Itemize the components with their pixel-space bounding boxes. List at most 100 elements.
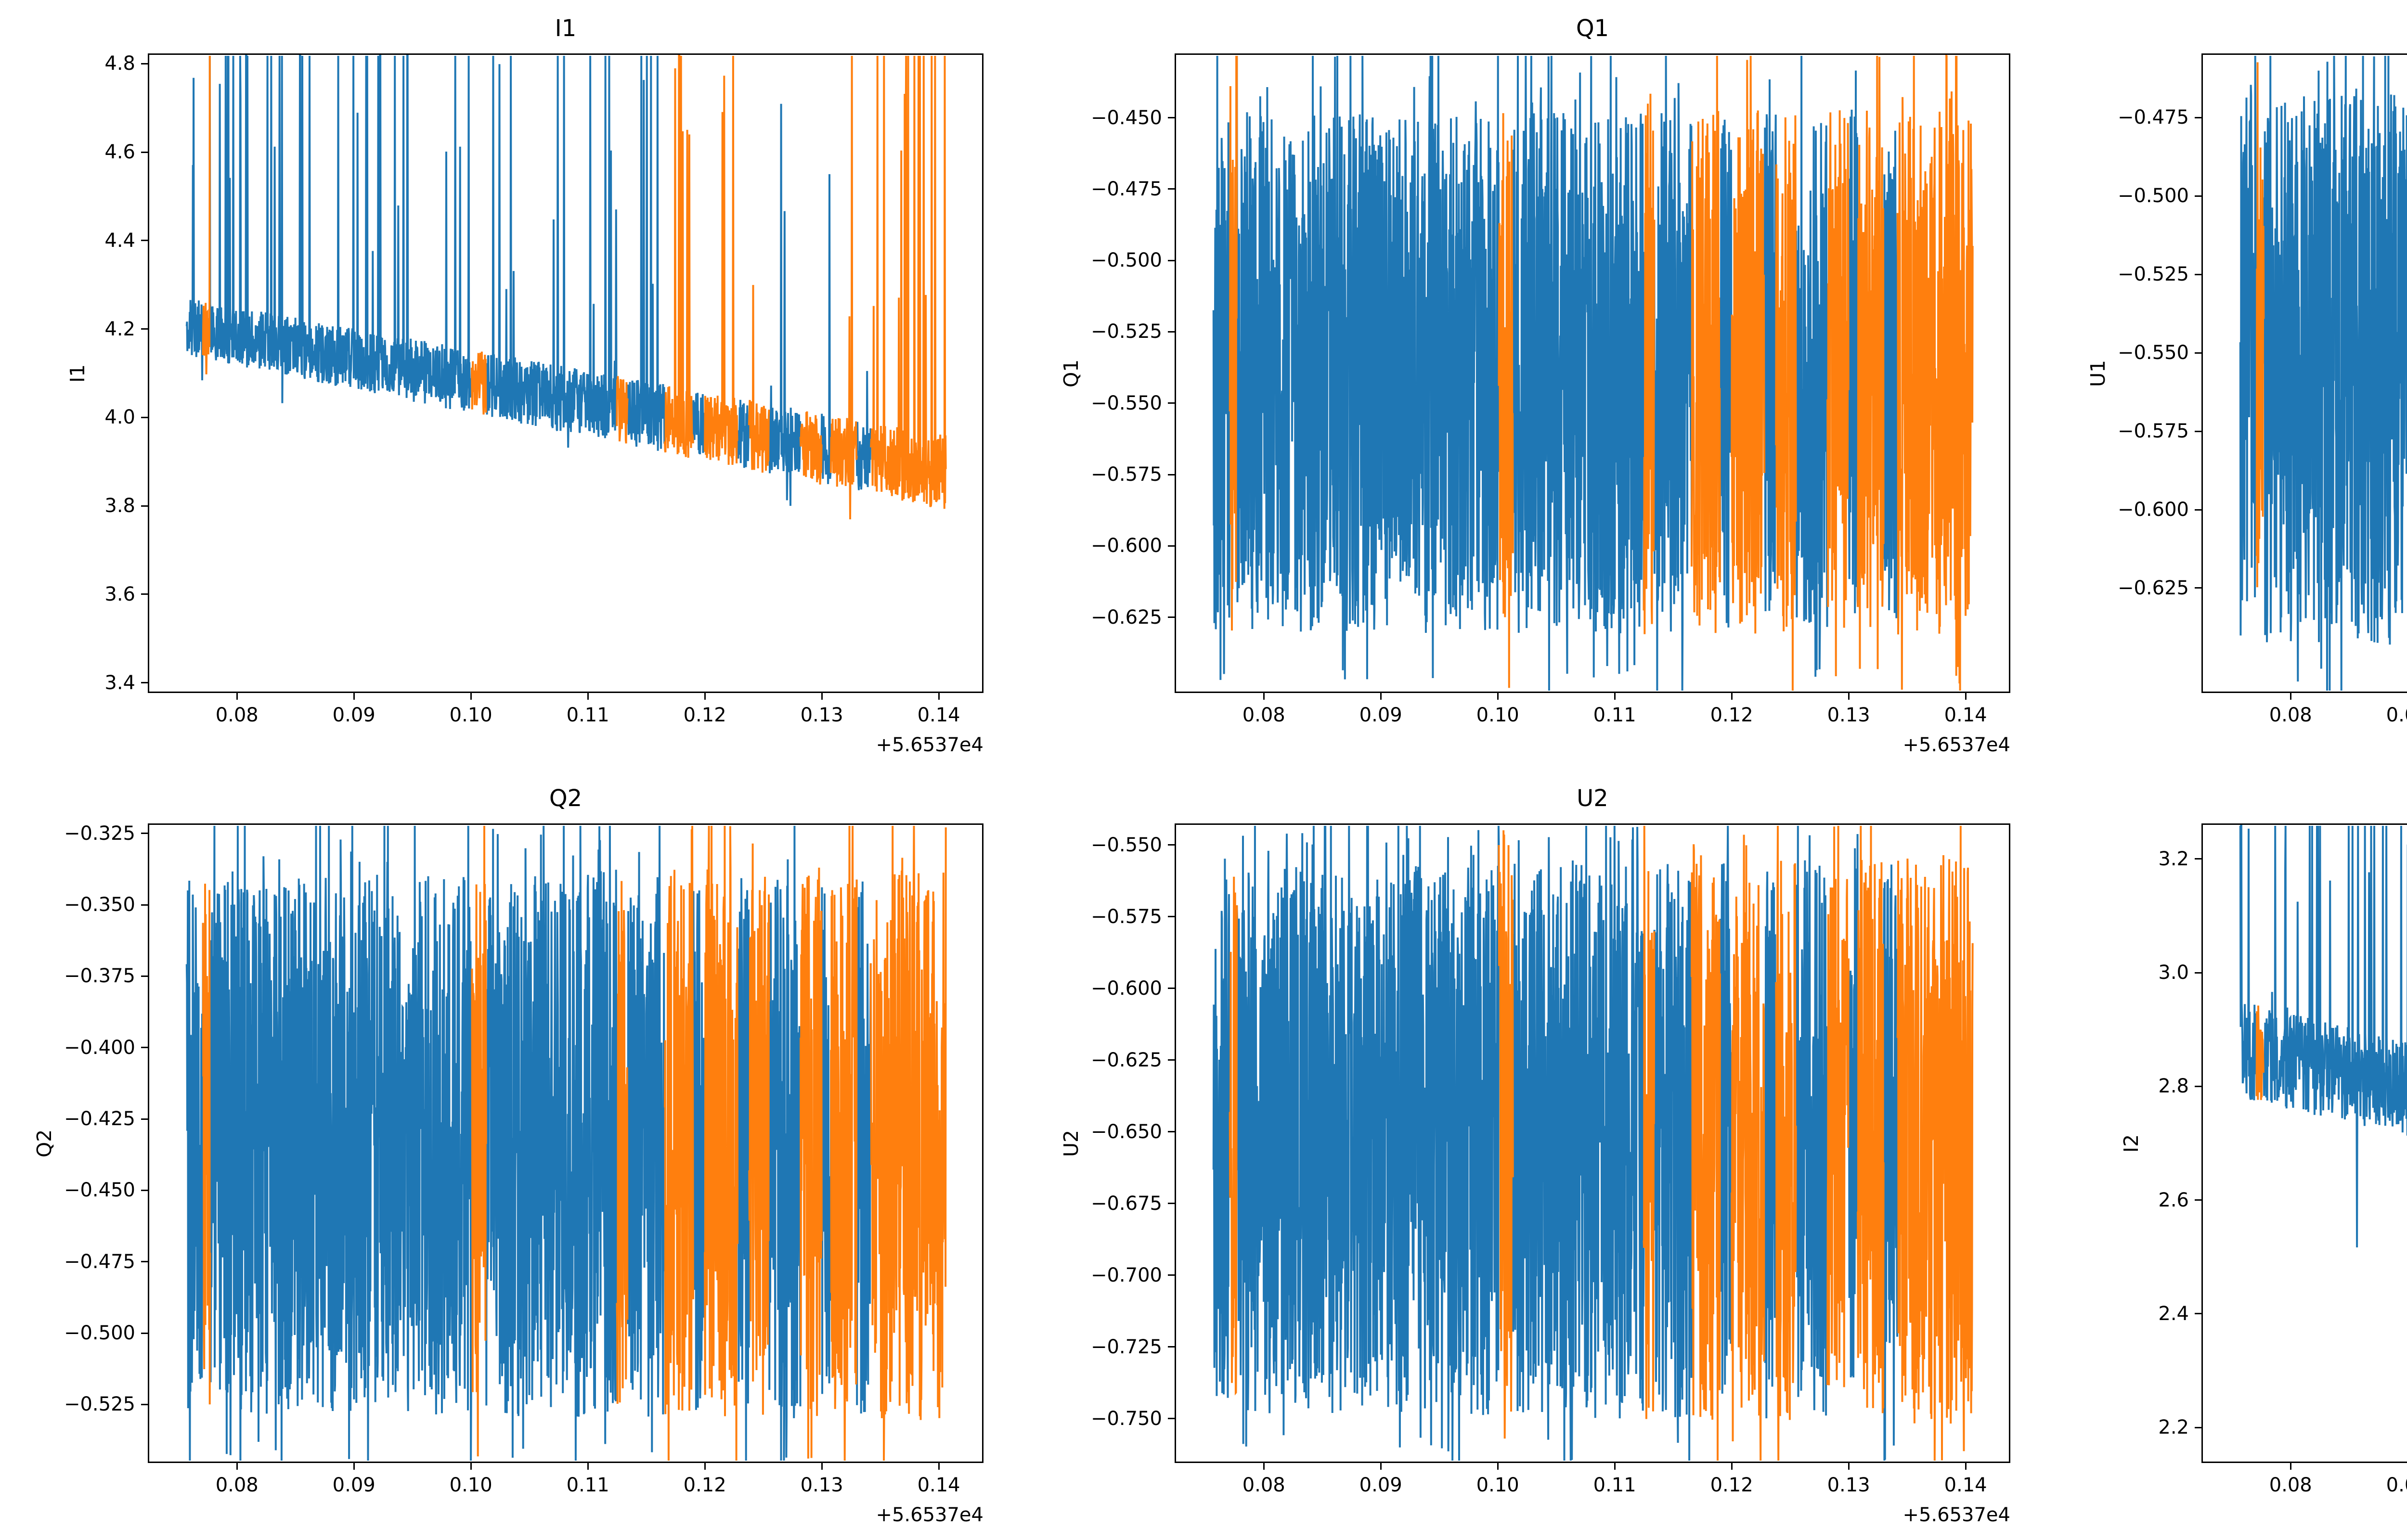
y-tick-mark [2195,509,2201,511]
y-tick-mark [141,328,148,330]
y-tick-label: −0.550 [1090,392,1162,414]
x-tick-mark [1614,693,1616,700]
plot-area [1175,823,2010,1463]
series-path-segment-flagged [1229,825,1974,1461]
x-tick-label: 0.13 [1827,704,1870,726]
x-axis-offset-label: +5.6537e4 [1902,734,2010,756]
y-tick-mark [1168,188,1175,190]
y-tick-mark [141,151,148,153]
y-tick-label: −0.425 [64,1108,135,1130]
series-path-segment-flagged [1229,55,1974,691]
y-tick-mark [1168,259,1175,261]
plot-area [1175,53,2010,693]
y-tick-mark [141,1332,148,1334]
y-tick-mark [141,975,148,977]
y-tick-label: −0.475 [1090,178,1162,200]
y-tick-mark [141,1047,148,1049]
y-tick-mark [1168,1203,1175,1205]
y-tick-label: −0.400 [64,1036,135,1059]
subplot-i1: I1 I1 0.08 0.09 0.10 0.11 0.12 0.13 0.14 4.8 4.… [0,0,1027,770]
x-tick-label: 0.12 [683,704,726,726]
x-tick-mark [1731,693,1733,700]
x-tick-label: 0.14 [917,1474,960,1496]
y-tick-mark [141,1118,148,1120]
x-tick-label: 0.11 [1593,704,1636,726]
x-tick-mark [821,1463,823,1470]
x-tick-mark [821,693,823,700]
x-tick-label: 0.10 [449,1474,492,1496]
series-path-segment-main [2239,825,2407,1248]
x-tick-mark [1731,1463,1733,1470]
y-tick-label: −0.625 [2117,577,2189,599]
y-tick-label: −0.550 [2117,342,2189,364]
y-tick-label: 3.0 [2158,962,2189,984]
y-tick-label: 3.4 [104,671,135,694]
y-tick-mark [2195,1313,2201,1315]
y-tick-label: 4.4 [104,229,135,252]
y-tick-mark [1168,402,1175,404]
y-tick-mark [1168,474,1175,475]
x-tick-label: 0.13 [800,704,843,726]
x-tick-mark [2290,693,2291,700]
x-tick-mark [587,693,589,700]
x-tick-mark [1848,1463,1850,1470]
y-tick-mark [141,63,148,64]
x-tick-label: 0.14 [917,704,960,726]
x-tick-mark [1965,693,1967,700]
y-tick-label: −0.350 [64,894,135,916]
y-tick-mark [141,416,148,418]
y-tick-label: −0.450 [1090,106,1162,129]
x-tick-label: 0.11 [1593,1474,1636,1496]
x-tick-mark [353,693,355,700]
x-tick-label: 0.09 [2386,704,2407,726]
y-axis-label: Q2 [33,1129,56,1157]
subplot-u1: U1 U1 0.080.090.100.110.120.130.14 −0.47… [2054,0,2407,770]
x-tick-mark [1497,1463,1499,1470]
line-chart-canvas [1212,55,1974,691]
x-tick-mark [1380,1463,1382,1470]
line-chart-canvas [2239,825,2407,1248]
y-tick-mark [1168,1059,1175,1061]
y-tick-mark [2195,858,2201,860]
line-chart-canvas [1212,825,1974,1461]
x-tick-mark [1614,1463,1616,1470]
plot-area [2201,53,2407,693]
line-chart-canvas [185,55,947,520]
y-tick-label: −0.600 [2117,499,2189,521]
y-tick-label: −0.725 [1090,1335,1162,1358]
chart-title: I1 [555,15,577,42]
y-tick-label: −0.525 [1090,321,1162,343]
y-tick-label: −0.500 [1090,249,1162,272]
x-tick-mark [1263,1463,1265,1470]
y-tick-label: −0.450 [64,1179,135,1202]
x-tick-label: 0.13 [800,1474,843,1496]
x-tick-label: 0.08 [1242,704,1285,726]
series-path-segment-main [1212,55,1899,691]
y-tick-label: −0.475 [2117,106,2189,129]
y-tick-label: 2.6 [2158,1189,2189,1211]
x-tick-mark [1965,1463,1967,1470]
x-tick-label: 0.12 [1710,1474,1753,1496]
y-tick-label: −0.575 [2117,420,2189,443]
y-tick-mark [1168,988,1175,989]
y-tick-mark [1168,117,1175,119]
chart-title: Q2 [549,785,582,812]
x-tick-label: 0.12 [683,1474,726,1496]
x-tick-mark [704,693,706,700]
y-tick-label: 2.8 [2158,1075,2189,1098]
subplot-q1: Q1 Q1 0.08 0.09 0.10 0.11 0.12 0.13 0.14 −0.45… [1027,0,2054,770]
y-tick-mark [2195,352,2201,354]
y-tick-label: −0.575 [1090,463,1162,486]
x-axis-offset-label: +5.6537e4 [876,734,984,756]
y-tick-label: −0.325 [64,822,135,845]
y-tick-mark [1168,331,1175,333]
x-tick-label: 0.13 [1827,1474,1870,1496]
y-tick-label: 4.6 [104,141,135,164]
x-tick-label: 0.08 [1242,1474,1285,1496]
x-axis-offset-label: +5.6537e4 [1902,1504,2010,1526]
y-tick-mark [2195,587,2201,589]
x-tick-label: 0.09 [2386,1474,2407,1496]
y-tick-label: 4.0 [104,406,135,429]
line-chart-canvas [185,825,947,1461]
x-tick-label: 0.09 [332,1474,375,1496]
